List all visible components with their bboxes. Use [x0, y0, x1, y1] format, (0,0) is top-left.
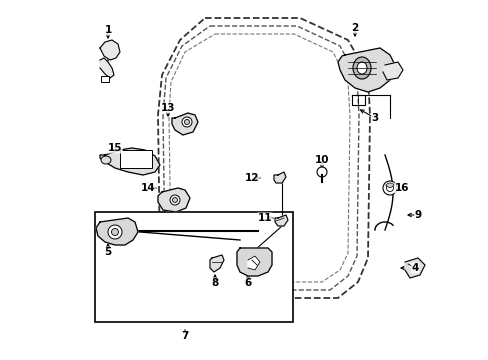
Polygon shape — [247, 256, 260, 270]
Polygon shape — [209, 255, 224, 272]
Text: 5: 5 — [104, 247, 111, 257]
Text: 2: 2 — [351, 23, 358, 33]
Text: 3: 3 — [370, 113, 378, 123]
Wedge shape — [385, 183, 393, 188]
Ellipse shape — [184, 120, 189, 125]
Ellipse shape — [170, 195, 180, 205]
Polygon shape — [100, 40, 120, 60]
Text: 12: 12 — [244, 173, 259, 183]
Polygon shape — [237, 248, 271, 276]
Ellipse shape — [111, 229, 118, 235]
Polygon shape — [96, 218, 138, 245]
Polygon shape — [337, 48, 394, 92]
Text: 6: 6 — [244, 278, 251, 288]
Polygon shape — [273, 172, 285, 183]
Text: 13: 13 — [161, 103, 175, 113]
Bar — [95, 212, 292, 322]
Text: 10: 10 — [314, 155, 328, 165]
Text: 9: 9 — [414, 210, 421, 220]
Ellipse shape — [382, 181, 396, 195]
Ellipse shape — [352, 57, 370, 79]
Text: 15: 15 — [107, 143, 122, 153]
Ellipse shape — [356, 62, 366, 74]
Ellipse shape — [108, 225, 122, 239]
Ellipse shape — [386, 185, 393, 192]
Polygon shape — [158, 188, 190, 212]
Bar — [101, 76, 109, 82]
Ellipse shape — [101, 156, 111, 164]
Text: 16: 16 — [394, 183, 408, 193]
Ellipse shape — [182, 117, 192, 127]
Text: 4: 4 — [410, 263, 418, 273]
Text: 1: 1 — [104, 25, 111, 35]
Bar — [120, 150, 152, 168]
Polygon shape — [404, 258, 424, 278]
Polygon shape — [100, 148, 160, 175]
Polygon shape — [382, 62, 402, 80]
Polygon shape — [172, 113, 198, 135]
Polygon shape — [274, 215, 287, 226]
Text: 14: 14 — [141, 183, 155, 193]
Text: 11: 11 — [257, 213, 272, 223]
Ellipse shape — [172, 198, 177, 202]
Text: 8: 8 — [211, 278, 218, 288]
Ellipse shape — [316, 167, 326, 177]
Text: 7: 7 — [181, 331, 188, 341]
Polygon shape — [100, 58, 114, 78]
